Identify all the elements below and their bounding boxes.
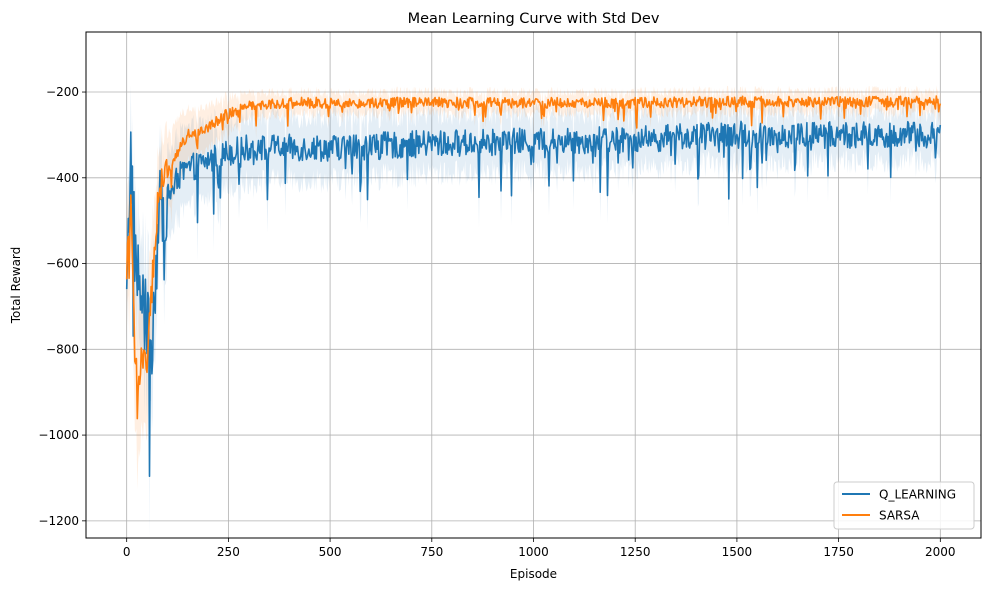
- legend-label-q-learning: Q_LEARNING: [879, 488, 956, 502]
- y-tick-label: −1200: [38, 514, 79, 528]
- x-tick-label: 2000: [925, 545, 956, 559]
- x-tick-label: 1500: [722, 545, 753, 559]
- x-tick-label: 1250: [620, 545, 651, 559]
- y-axis-ticks: −1200 −1000 −800 −600 −400 −200: [38, 85, 86, 528]
- grid: [86, 32, 981, 538]
- x-tick-label: 0: [123, 545, 131, 559]
- x-tick-label: 500: [319, 545, 342, 559]
- series-lines: [125, 95, 942, 477]
- x-axis-ticks: 0 250 500 750 1000 1250 1500 1750 2000: [123, 538, 956, 559]
- y-tick-label: −600: [46, 257, 79, 271]
- x-tick-label: 1750: [823, 545, 854, 559]
- y-tick-label: −400: [46, 171, 79, 185]
- x-tick-label: 1000: [518, 545, 549, 559]
- y-tick-label: −800: [46, 342, 79, 356]
- x-tick-label: 250: [217, 545, 240, 559]
- legend-label-sarsa: SARSA: [879, 509, 920, 523]
- legend: Q_LEARNING SARSA: [833, 481, 975, 530]
- y-tick-label: −1000: [38, 428, 79, 442]
- series-line-q-learning: [125, 120, 942, 477]
- y-axis-label: Total Reward: [9, 247, 23, 325]
- y-tick-label: −200: [46, 85, 79, 99]
- chart-title: Mean Learning Curve with Std Dev: [408, 11, 660, 27]
- x-tick-label: 750: [420, 545, 443, 559]
- series-line-sarsa: [125, 95, 942, 420]
- x-axis-label: Episode: [510, 567, 557, 581]
